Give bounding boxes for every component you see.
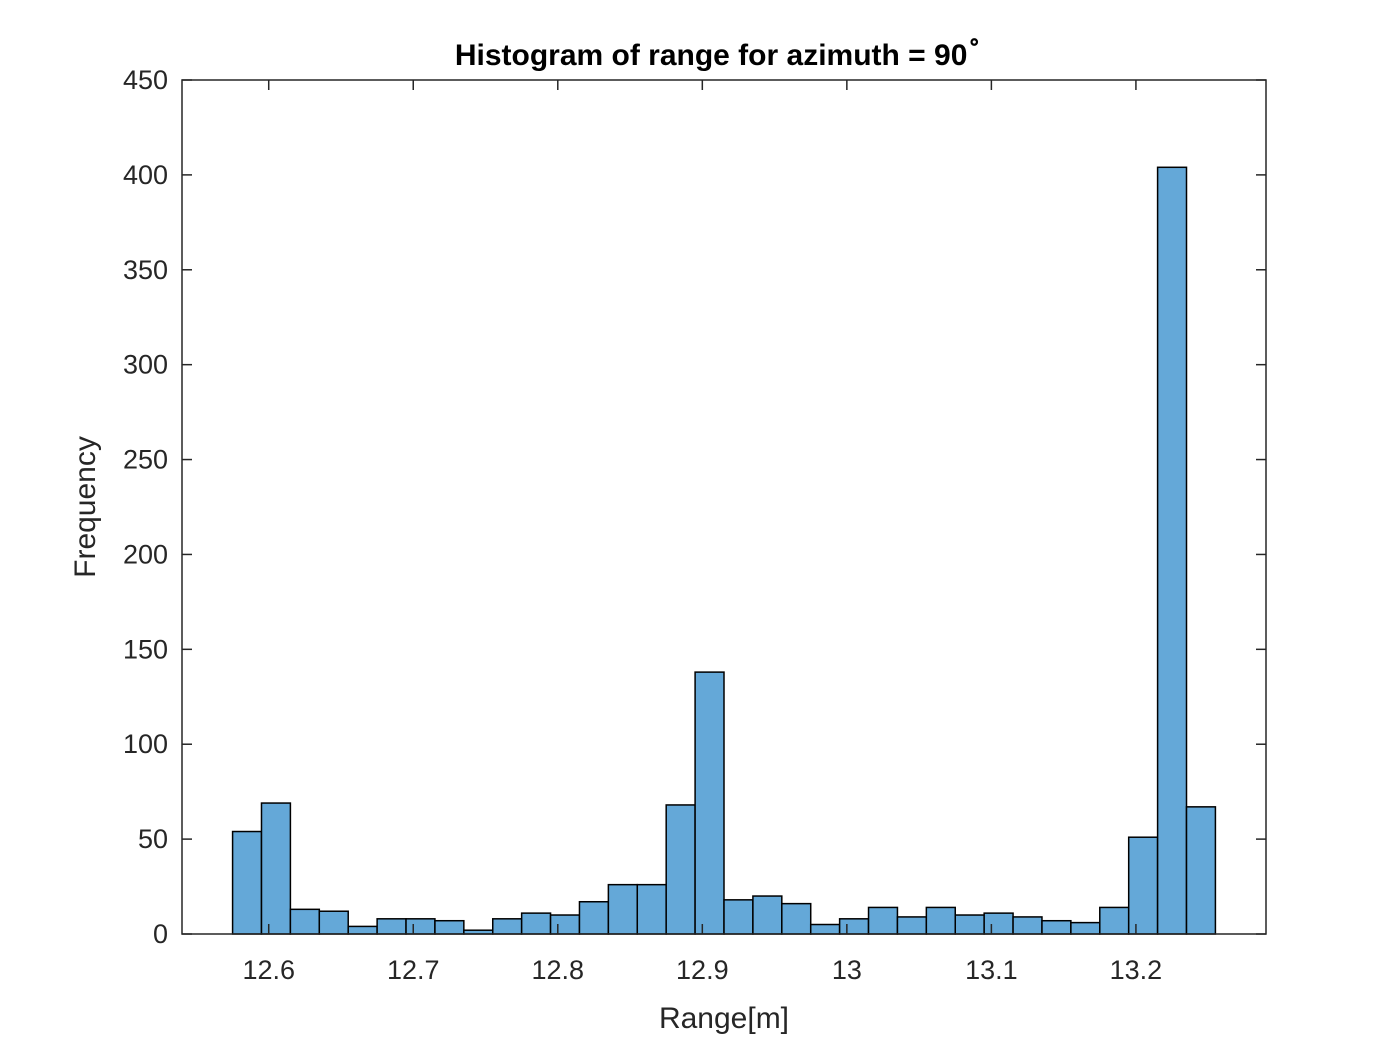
y-tick-label: 200 <box>123 539 168 569</box>
histogram-bar <box>289 908 321 935</box>
histogram-bar <box>694 671 725 935</box>
histogram-bar <box>1070 921 1101 935</box>
histogram-bar <box>520 912 552 935</box>
y-tick-label: 100 <box>123 729 168 759</box>
bars-group <box>231 166 1217 935</box>
histogram-bar <box>896 916 928 935</box>
histogram-bar <box>1099 906 1130 935</box>
y-tick-label: 150 <box>123 634 168 664</box>
x-tick-label: 13.1 <box>965 955 1018 985</box>
histogram-bar <box>405 918 436 935</box>
histogram-bar <box>231 830 263 935</box>
histogram-bar <box>318 910 349 935</box>
y-axis-ticks: 0 50 100 150 200 250 300 350 400 450 <box>123 65 1266 949</box>
chart-title-degree: ∘ <box>967 29 981 54</box>
histogram-bar <box>578 900 610 935</box>
y-tick-label: 450 <box>123 65 168 95</box>
histogram-bar <box>636 883 667 935</box>
x-tick-label: 13 <box>832 955 862 985</box>
histogram-bar <box>781 902 812 935</box>
y-tick-label: 300 <box>123 350 168 380</box>
histogram-bar <box>1041 919 1072 935</box>
histogram-bar <box>607 883 639 935</box>
x-tick-label: 12.8 <box>532 955 585 985</box>
histogram-bar <box>1012 916 1043 935</box>
y-tick-label: 50 <box>138 824 168 854</box>
y-tick-label: 0 <box>153 919 168 949</box>
chart-title-text: Histogram of range for azimuth = 90 <box>455 39 968 72</box>
x-tick-label: 12.9 <box>676 955 729 985</box>
histogram-bar <box>954 914 985 935</box>
histogram-bar <box>491 918 523 935</box>
histogram-bar <box>376 918 407 935</box>
x-tick-label: 13.2 <box>1110 955 1163 985</box>
x-axis-label: Range[m] <box>659 1002 789 1035</box>
y-axis-label: Frequency <box>69 436 102 578</box>
histogram-bar <box>925 906 957 935</box>
histogram-bar <box>260 802 292 935</box>
histogram-bar <box>1127 836 1159 935</box>
histogram-bar <box>434 919 465 935</box>
histogram-bar <box>752 895 783 935</box>
x-tick-label: 12.6 <box>242 955 295 985</box>
histogram-bar <box>983 912 1014 935</box>
plot-frame <box>181 79 1267 935</box>
y-tick-label: 250 <box>123 445 168 475</box>
y-tick-label: 350 <box>123 255 168 285</box>
histogram-bar <box>838 918 870 935</box>
histogram-bar <box>1156 166 1188 935</box>
histogram-bar <box>723 899 754 935</box>
x-tick-label: 12.7 <box>387 955 440 985</box>
histogram-bar <box>867 906 899 935</box>
histogram-bar <box>347 925 378 935</box>
histogram-bar <box>809 923 841 935</box>
y-tick-label: 400 <box>123 160 168 190</box>
histogram-bar <box>665 804 696 935</box>
histogram-bar <box>549 914 581 935</box>
x-axis-ticks: 12.6 12.7 12.8 12.9 13 13.1 13.2 <box>242 80 1162 985</box>
histogram-bar <box>1185 806 1217 935</box>
chart-title: Histogram of range for azimuth = 90∘ <box>455 29 981 72</box>
